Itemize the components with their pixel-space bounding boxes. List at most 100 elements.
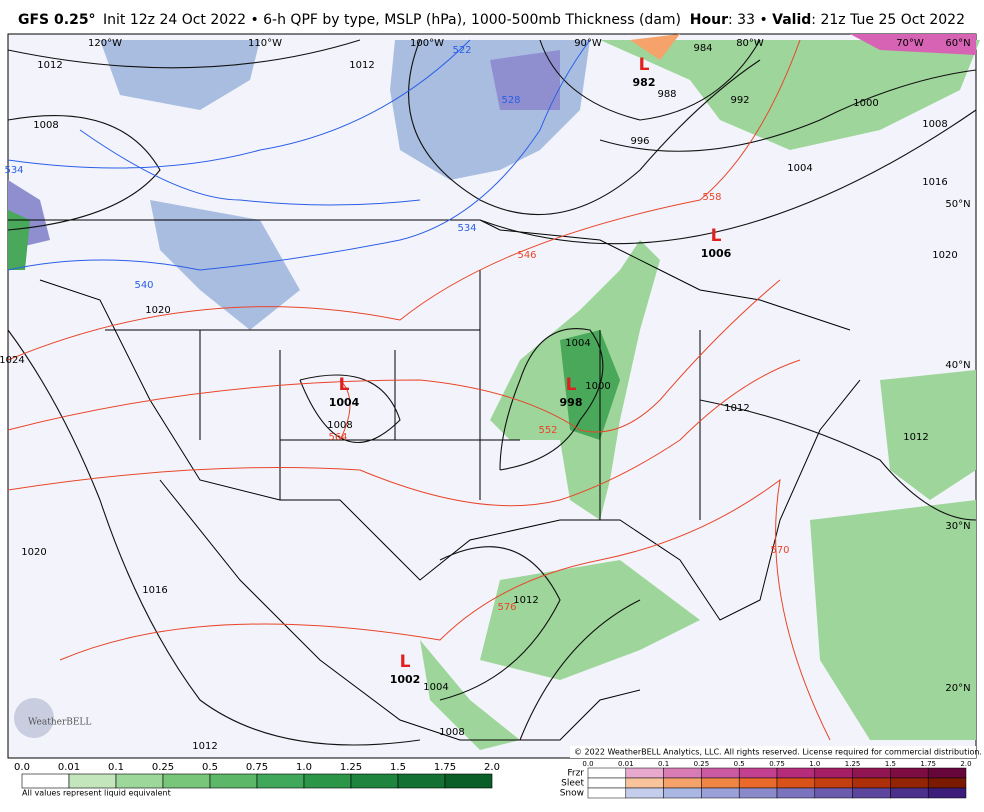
type-swatch [587,777,627,789]
isobar-label: 1012 [903,432,928,443]
logo-text: WeatherBELL [28,718,91,728]
type-tick-label: 0.75 [769,760,785,768]
type-swatch [701,777,740,789]
longitude-label: 80°W [736,38,764,49]
type-swatch [625,777,664,789]
thickness-label: 564 [328,432,347,443]
type-tick-label: 0.0 [582,760,593,768]
type-swatch [927,787,967,799]
qpf-tick-label: 0.0 [14,762,30,773]
type-tick-label: 1.0 [809,760,820,768]
qpf-tick-label: 0.5 [202,762,218,773]
low-pressure: 1002 [390,673,421,686]
qpf-tick-label: 1.0 [296,762,312,773]
type-swatch [814,787,853,799]
isobar-label: 1012 [192,741,217,752]
isobar-label: 988 [657,89,676,100]
type-swatch [701,767,740,779]
type-swatch [738,777,778,789]
isobar-label: 1008 [327,420,352,431]
type-swatch [663,767,702,779]
type-swatch [814,767,853,779]
type-label: Snow [560,789,584,799]
isobar-label: 1024 [0,355,25,366]
map-labels: 120°W 110°W 100°W 90°W 80°W 70°W 60°N 50°N 40°N 3… [0,38,971,752]
type-swatch [663,777,702,789]
hour-key: Hour [690,12,728,28]
type-tick-label: 2.0 [960,760,971,768]
type-swatch [776,777,816,789]
valid-key: Valid [772,12,811,28]
type-swatch [625,767,664,779]
type-swatch [663,787,702,799]
type-label: Sleet [561,779,584,789]
qpf-tick-label: 0.01 [58,762,80,773]
qpf-swatch [256,773,305,789]
type-swatch [738,787,778,799]
type-swatch [814,777,853,789]
isobar-label: 1012 [513,595,538,606]
qpf-swatch [21,773,70,789]
border-line [105,270,701,520]
type-swatch [776,787,816,799]
type-tick-label: 0.5 [734,760,745,768]
isobar-label: 1020 [145,305,170,316]
longitude-label: 70°W [896,38,924,49]
frzr-area [850,34,976,55]
type-tick-label: 0.1 [658,760,669,768]
isobar-label: 1012 [37,60,62,71]
type-swatch [927,767,967,779]
type-tick-label: 1.5 [885,760,896,768]
latitude-label: 20°N [945,683,970,694]
low-symbol: L [566,375,577,395]
latitude-label: 40°N [945,360,970,371]
low-symbol: L [639,55,650,75]
rain-area [600,40,980,150]
isobar-label: 1004 [565,338,590,349]
type-swatch [587,787,627,799]
low-pressure: 998 [560,396,583,409]
thickness-label: 570 [770,545,789,556]
longitude-label: 90°W [574,38,602,49]
isobar-label: 996 [630,136,649,147]
latitude-label: 60°N [945,38,970,49]
type-swatch [852,787,891,799]
isobar-label: 1016 [922,177,947,188]
logo: WeatherBELL [14,698,91,738]
cold-thickness-label: 522 [452,45,471,56]
rain-area [810,500,976,740]
qpf-swatch [397,773,446,789]
low-symbol: L [339,375,350,395]
rain-area [480,560,700,680]
copyright-backdrop [570,746,976,758]
type-label: Frzr [567,769,584,779]
type-tick-label: 0.25 [694,760,710,768]
longitude-label: 120°W [88,38,122,49]
thickness-label: 552 [538,425,557,436]
thickness-label: 576 [497,602,516,613]
rain-areas [8,34,980,750]
isobar-label: 992 [730,95,749,106]
legend: 0.0 0.01 0.1 0.25 0.5 0.75 1.0 1.25 1.5 1.75 2.0 0.… [14,760,972,799]
type-swatch [701,787,740,799]
heavy-rain-area [8,210,30,270]
qpf-tick-label: 0.1 [108,762,124,773]
cold-thickness-line [7,39,591,271]
qpf-swatch [209,773,258,789]
longitude-label: 110°W [248,38,282,49]
isobar-label: 1008 [439,727,464,738]
isobar-label: 1008 [33,120,58,131]
isobar-label: 1000 [853,98,878,109]
isobar-label: 1012 [349,60,374,71]
type-tick-label: 1.75 [920,760,936,768]
qpf-tick-label: 0.25 [152,762,174,773]
qpf-tick-label: 0.75 [246,762,268,773]
type-swatch [890,767,929,779]
qpf-swatch [68,773,117,789]
longitude-label: 100°W [410,38,444,49]
type-swatch [852,777,891,789]
heavy-rain-area [560,330,620,440]
snow-areas [8,40,590,330]
isobar-label: 1016 [142,585,167,596]
